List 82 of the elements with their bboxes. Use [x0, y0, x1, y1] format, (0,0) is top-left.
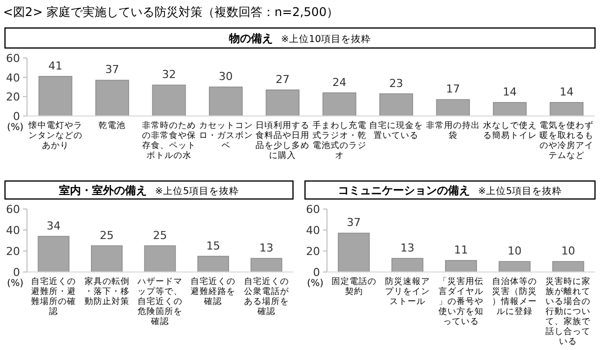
y-axis-title: (%) [7, 122, 24, 133]
text: <図2> 家庭で実施している防災対策（複数回答：n=2,500） [3, 5, 339, 19]
x-tick-label: 家具の転倒・落下・移動防止対策 [84, 276, 130, 307]
bar [197, 256, 230, 272]
x-tick-label: 乾電池 [98, 120, 126, 131]
data-label: 17 [446, 82, 460, 96]
bar [266, 90, 300, 116]
y-tick-label: 60 [6, 52, 20, 65]
y-axis-title: (%) [307, 278, 324, 289]
x-tick-label: 懐中電灯やランタンなどのあかり [27, 120, 82, 151]
x-tick-label: 防災速報アプリをインストール [384, 276, 430, 307]
data-label: 25 [153, 228, 167, 242]
data-label: 10 [508, 244, 522, 258]
chart-title: 室内・室外の備え [58, 184, 147, 197]
bar [550, 102, 584, 116]
x-tick-label: 自宅に現金を置いている [369, 120, 424, 141]
x-tick-label: 自宅近くの避難所・避難場所の確認 [31, 276, 76, 317]
data-label: 30 [218, 70, 233, 83]
x-tick-label: 災害時に家族が離れている場合の行動について、家族で話し合っている [546, 276, 592, 347]
y-tick-label: 20 [306, 245, 320, 258]
y-tick-label: 0 [13, 266, 20, 279]
x-tick-label: 日頃利用する食料品や日用品を少し多めに購入 [256, 120, 310, 161]
bar [338, 232, 370, 272]
x-tick-label: 自宅近くの公衆電話がある場所を確認 [244, 276, 290, 317]
y-tick-label: 40 [6, 71, 20, 84]
y-tick-label: 60 [306, 203, 320, 216]
x-tick-label: 電気を使わず暖を取れるものや冷房アイテムなど [540, 120, 594, 161]
data-label: 14 [502, 85, 517, 98]
x-tick-label: 非常時のための非常食や保存食、ペットボトルの水 [142, 120, 196, 161]
chart-subtitle: ※上位5項目を抜粋 [154, 185, 240, 197]
x-tick-label: 「災害用伝言ダイヤル」の番号や使い方を知っている [438, 276, 484, 327]
bar [322, 92, 356, 116]
bar [250, 258, 282, 272]
data-label: 10 [561, 244, 576, 258]
bar [498, 261, 531, 272]
data-label: 34 [46, 219, 61, 232]
y-tick-label: 40 [306, 224, 320, 237]
data-label: 13 [259, 241, 274, 254]
bar [436, 99, 470, 116]
data-label: 37 [346, 216, 361, 230]
x-tick-label: 手まわし充電式ラジオ・乾電池式のラジオ [312, 120, 366, 161]
bar [552, 261, 584, 272]
chart-title: 物の備え [228, 32, 273, 45]
x-tick-label: 固定電話の契約 [331, 276, 376, 297]
chart-subtitle: ※上位10項目を抜粋 [280, 33, 372, 45]
data-label: 27 [276, 72, 290, 86]
x-tick-label: 非常用の持出袋 [426, 120, 480, 141]
chart-subtitle: ※上位5項目を抜粋 [478, 185, 562, 197]
y-tick-label: 20 [6, 245, 20, 258]
data-label: 13 [400, 241, 414, 254]
data-label: 32 [162, 68, 176, 82]
y-axis-title: (%) [7, 278, 24, 289]
chart-title: コミュニケーションの備え [338, 184, 470, 197]
data-label: 41 [48, 59, 62, 72]
bar [492, 102, 527, 116]
x-tick-label: カセットコンロ・ガスボンベ [198, 121, 253, 151]
bar [144, 245, 176, 272]
x-tick-label: ハザードマップ等で、自宅近くの危険箇所を確認 [136, 276, 182, 327]
x-tick-label: 水なしで使える簡易トイレ [482, 120, 537, 141]
bar [38, 236, 70, 272]
data-label: 25 [100, 228, 114, 242]
bar [90, 245, 123, 272]
data-label: 37 [105, 63, 120, 76]
bar [38, 76, 72, 116]
bar [379, 93, 414, 116]
y-tick-label: 60 [6, 203, 20, 216]
x-tick-label: 自宅近くの避難経路を確認 [190, 276, 236, 307]
y-tick-label: 0 [13, 110, 20, 123]
data-label: 23 [389, 76, 404, 90]
y-tick-label: 0 [313, 266, 320, 279]
x-tick-label: 自治体等の災害（防災）情報メールに登録 [492, 276, 538, 317]
data-label: 11 [454, 243, 468, 256]
data-label: 24 [332, 76, 346, 89]
bar [95, 80, 130, 116]
bar [391, 258, 424, 272]
y-tick-label: 20 [6, 90, 20, 104]
bar [152, 84, 186, 116]
bar [445, 260, 477, 272]
data-label: 14 [560, 85, 574, 98]
bar [208, 86, 243, 116]
y-tick-label: 40 [6, 224, 20, 237]
data-label: 15 [206, 239, 220, 252]
